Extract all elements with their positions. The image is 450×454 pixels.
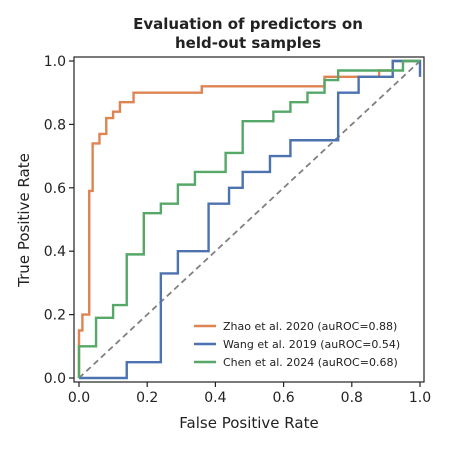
x-axis-label: False Positive Rate	[179, 414, 318, 432]
x-tick-label: 0.2	[136, 390, 158, 406]
y-tick-label: 0.6	[44, 181, 66, 197]
x-tick-label: 0.8	[341, 390, 363, 406]
x-tick-label: 0.6	[272, 390, 294, 406]
legend-label-3: Chen et al. 2024 (auROC=0.68)	[223, 356, 398, 369]
x-tick-label: 0.4	[204, 390, 226, 406]
legend: Zhao et al. 2020 (auROC=0.88) Wang et al.…	[194, 320, 400, 369]
y-tick-label: 0.8	[44, 117, 66, 133]
series-line-1	[77, 59, 420, 378]
x-tick-label: 1.0	[409, 390, 431, 406]
y-tick-label: 0.4	[44, 244, 66, 260]
plot-area: 0.0 0.2 0.4 0.6 0.8 1.0 0.0 0.2 0.4 0.6 0.8 1.0	[44, 54, 431, 406]
series-line-3	[77, 59, 420, 378]
chart-title-line-1: Evaluation of predictors on	[133, 15, 363, 33]
y-axis-label: True Positive Rate	[15, 153, 33, 288]
legend-label-1: Zhao et al. 2020 (auROC=0.88)	[223, 320, 397, 333]
legend-label-2: Wang et al. 2019 (auROC=0.54)	[223, 338, 400, 351]
y-tick-label: 0.2	[44, 308, 66, 324]
chart-title-line-2: held-out samples	[175, 34, 321, 52]
diagonal-reference-line	[78, 60, 421, 379]
x-tick-label: 0.0	[68, 390, 90, 406]
y-tick-label: 1.0	[44, 54, 66, 70]
y-tick-label: 0.0	[44, 371, 66, 387]
plot-frame	[73, 56, 425, 383]
series-line-2	[79, 59, 422, 380]
